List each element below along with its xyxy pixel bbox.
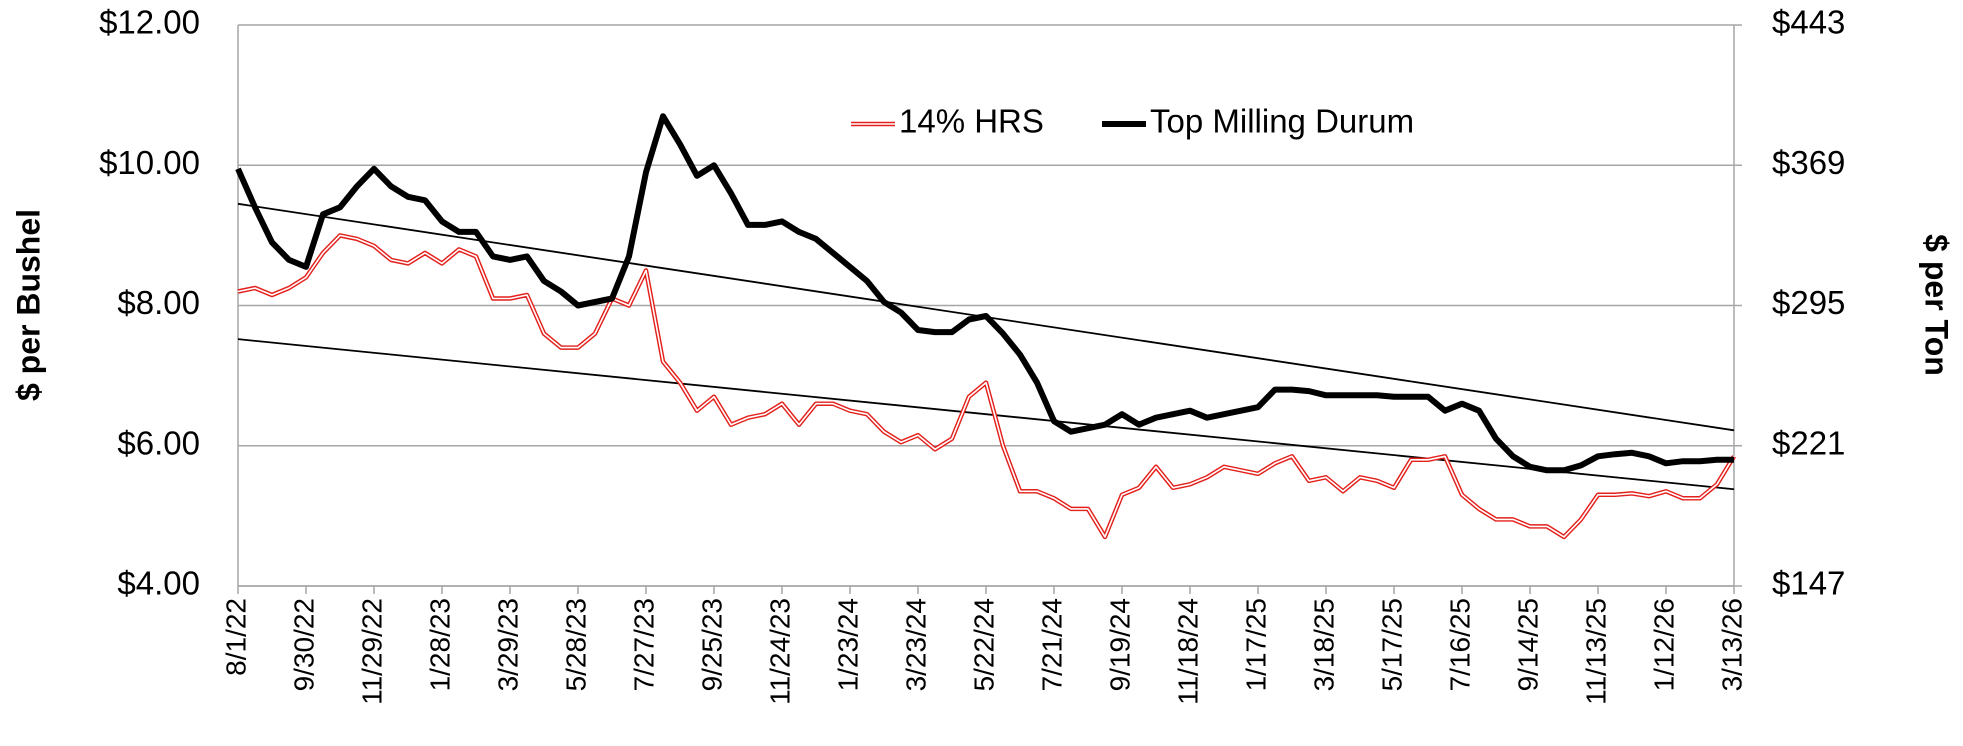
y-tick-label: $6.00 bbox=[117, 424, 200, 461]
x-tick-label: 5/22/24 bbox=[968, 598, 999, 691]
series-line bbox=[235, 113, 1734, 474]
x-tick-label: 1/12/26 bbox=[1648, 598, 1679, 691]
x-tick-label: 1/28/23 bbox=[424, 598, 455, 691]
x-tick-label: 9/19/24 bbox=[1104, 598, 1135, 691]
y2-tick-label: $369 bbox=[1772, 144, 1845, 181]
y-tick-label: $8.00 bbox=[117, 284, 200, 321]
x-tick-label: 3/13/26 bbox=[1716, 598, 1747, 691]
y2-tick-label: $443 bbox=[1772, 4, 1845, 41]
y2-tick-label: $295 bbox=[1772, 284, 1845, 321]
x-tick-label: 5/17/25 bbox=[1376, 598, 1407, 691]
y-tick-label: $12.00 bbox=[99, 4, 200, 41]
x-tick-label: 11/29/22 bbox=[356, 598, 387, 705]
x-tick-label: 3/23/24 bbox=[900, 598, 931, 691]
series-line bbox=[237, 233, 1736, 540]
x-tick-label: 11/18/24 bbox=[1172, 598, 1203, 705]
x-tick-label: 7/21/24 bbox=[1036, 598, 1067, 691]
x-tick-label: 9/30/22 bbox=[288, 598, 319, 691]
y2-tick-label: $147 bbox=[1772, 565, 1845, 602]
x-tick-label: 3/29/23 bbox=[492, 598, 523, 691]
x-tick-label: 1/23/24 bbox=[832, 598, 863, 691]
legend-label: Top Milling Durum bbox=[1150, 103, 1414, 140]
x-tick-label: 1/17/25 bbox=[1240, 598, 1271, 691]
y2-axis-title: $ per Ton bbox=[1919, 234, 1955, 376]
legend-label: 14% HRS bbox=[899, 103, 1044, 140]
y-tick-label: $4.00 bbox=[117, 565, 200, 602]
x-tick-label: 7/27/23 bbox=[628, 598, 659, 691]
x-tick-label: 11/24/23 bbox=[764, 598, 795, 705]
x-tick-label: 9/25/23 bbox=[696, 598, 727, 691]
x-tick-label: 5/28/23 bbox=[560, 598, 591, 691]
x-tick-label: 9/14/25 bbox=[1512, 598, 1543, 691]
x-tick-label: 11/13/25 bbox=[1580, 598, 1611, 705]
x-tick-label: 7/16/25 bbox=[1444, 598, 1475, 691]
series-line-inner bbox=[237, 234, 1735, 538]
y-tick-label: $10.00 bbox=[99, 144, 200, 181]
x-tick-label: 8/1/22 bbox=[220, 598, 251, 676]
x-tick-label: 3/18/25 bbox=[1308, 598, 1339, 691]
y2-tick-label: $221 bbox=[1772, 424, 1845, 461]
trend-line bbox=[237, 338, 1735, 491]
y-axis-title: $ per Bushel bbox=[10, 209, 46, 401]
